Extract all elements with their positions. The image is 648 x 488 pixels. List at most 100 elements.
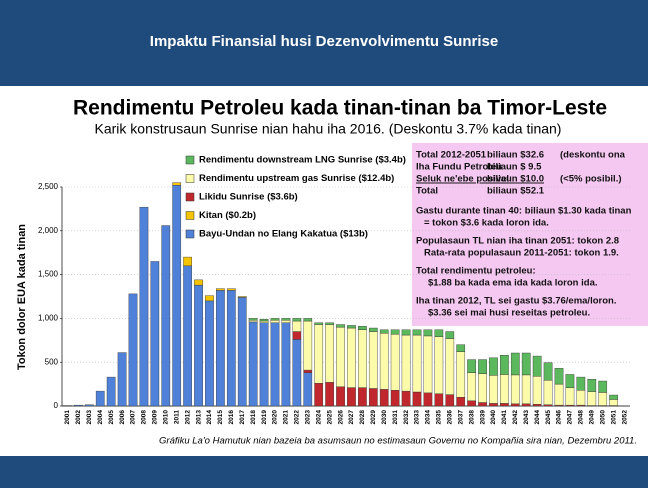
bar-segment xyxy=(532,376,542,405)
bar-segment xyxy=(325,382,334,407)
bar-segment xyxy=(259,319,269,322)
info-note: $1.88 ba kada ema ida kada loron ida. xyxy=(428,278,598,289)
bar-segment xyxy=(292,320,302,332)
bar-segment xyxy=(270,318,280,321)
bar-segment xyxy=(248,319,258,323)
x-tick-label: 2032 xyxy=(403,410,410,425)
x-tick-label: 2010 xyxy=(162,410,169,425)
bar-segment xyxy=(456,397,466,407)
info-note: = tokon $3.6 kada loron ida. xyxy=(424,218,549,229)
bar-segment xyxy=(565,374,575,388)
bar-segment xyxy=(445,394,455,407)
bar-segment xyxy=(248,321,258,407)
bar-segment xyxy=(521,374,531,405)
bar-segment xyxy=(325,322,334,325)
bar-segment xyxy=(609,394,618,400)
bar-segment xyxy=(281,318,291,321)
x-tick-label: 2048 xyxy=(578,410,585,425)
bar-segment xyxy=(172,185,182,407)
bar-segment xyxy=(194,284,203,407)
bar-segment xyxy=(226,288,236,291)
bar-segment xyxy=(303,372,313,407)
y-tick-label: 2,000 xyxy=(38,226,59,235)
x-tick-label: 2025 xyxy=(326,410,333,425)
bar-segment xyxy=(358,387,367,407)
info-box xyxy=(412,143,648,326)
legend-swatch xyxy=(185,211,195,220)
info-note: Total rendimentu petroleu: xyxy=(416,266,536,277)
x-tick-label: 2009 xyxy=(152,410,159,425)
bar-segment xyxy=(510,374,520,405)
bar-segment xyxy=(347,325,356,329)
x-tick-label: 2026 xyxy=(337,410,344,425)
x-tick-label: 2038 xyxy=(468,410,475,425)
bar-segment xyxy=(314,324,324,384)
x-tick-label: 2040 xyxy=(490,410,497,425)
bar-segment xyxy=(423,335,433,394)
x-tick-label: 2045 xyxy=(545,410,552,425)
bar-segment xyxy=(347,327,356,388)
bar-segment xyxy=(478,402,487,407)
bar-segment xyxy=(379,333,389,390)
bar-segment xyxy=(456,344,466,352)
bar-segment xyxy=(500,374,509,404)
info-cell: Total 2012-2051 xyxy=(416,150,487,161)
x-tick-label: 2006 xyxy=(119,410,126,425)
info-note: Populasaun TL nian iha tinan 2051: tokon… xyxy=(416,236,619,247)
x-tick-label: 2036 xyxy=(446,410,453,425)
bar-segment xyxy=(434,393,444,407)
x-tick-label: 2014 xyxy=(206,410,213,425)
x-tick-label: 2034 xyxy=(425,410,432,425)
bar-segment xyxy=(368,327,378,332)
x-tick-label: 2008 xyxy=(141,410,148,425)
bar-segment xyxy=(336,324,345,328)
x-tick-label: 2041 xyxy=(501,410,508,425)
x-tick-label: 2005 xyxy=(108,410,115,425)
bar-segment xyxy=(587,379,597,392)
bar-segment xyxy=(478,373,487,403)
x-tick-label: 2035 xyxy=(436,410,443,425)
bar-segment xyxy=(248,318,258,321)
x-tick-label: 2037 xyxy=(457,410,464,425)
bar-segment xyxy=(467,359,476,373)
bar-segment xyxy=(84,404,94,407)
bar-segment xyxy=(336,326,345,387)
bar-segment xyxy=(576,390,586,406)
bar-segment xyxy=(270,319,280,323)
bar-segment xyxy=(259,320,269,323)
bar-segment xyxy=(390,329,400,335)
bar-segment xyxy=(358,329,367,388)
info-cell: biliaun $10.0 xyxy=(487,174,544,185)
chart-title: Rendimentu Petroleu kada tinan-tinan ba … xyxy=(73,97,607,120)
bar-segment xyxy=(412,334,422,393)
x-tick-label: 2007 xyxy=(130,410,137,425)
bar-segment xyxy=(259,322,269,407)
x-tick-label: 2004 xyxy=(97,410,104,425)
y-tick-label: 1,500 xyxy=(38,270,59,279)
info-cell: (deskontu ona xyxy=(560,150,626,161)
bar-segment xyxy=(172,182,182,186)
bar-segment xyxy=(412,329,422,336)
bar-segment xyxy=(532,355,542,377)
bar-segment xyxy=(412,391,422,407)
x-tick-label: 2027 xyxy=(348,410,355,425)
bar-segment xyxy=(292,331,302,340)
x-tick-label: 2042 xyxy=(512,410,519,425)
bar-segment xyxy=(270,322,280,407)
x-tick-label: 2031 xyxy=(392,410,399,425)
x-tick-label: 2052 xyxy=(621,410,628,425)
bar-segment xyxy=(292,318,302,322)
bar-segment xyxy=(292,339,302,407)
bar-segment xyxy=(205,300,214,407)
x-tick-label: 2044 xyxy=(534,410,541,425)
info-cell: biliaun $ 9.5 xyxy=(487,162,542,173)
bar-segment xyxy=(554,368,564,385)
bar-segment xyxy=(500,403,509,407)
x-tick-label: 2013 xyxy=(195,410,202,425)
x-tick-label: 2002 xyxy=(75,410,82,425)
bar-segment xyxy=(434,329,444,337)
bar-segment xyxy=(139,206,149,407)
slide-header: Impaktu Finansial husi Dezenvolvimentu S… xyxy=(150,33,498,50)
y-tick-label: 0 xyxy=(54,401,59,410)
y-axis-label: Tokon dolor EUA kada tinan xyxy=(16,224,28,370)
